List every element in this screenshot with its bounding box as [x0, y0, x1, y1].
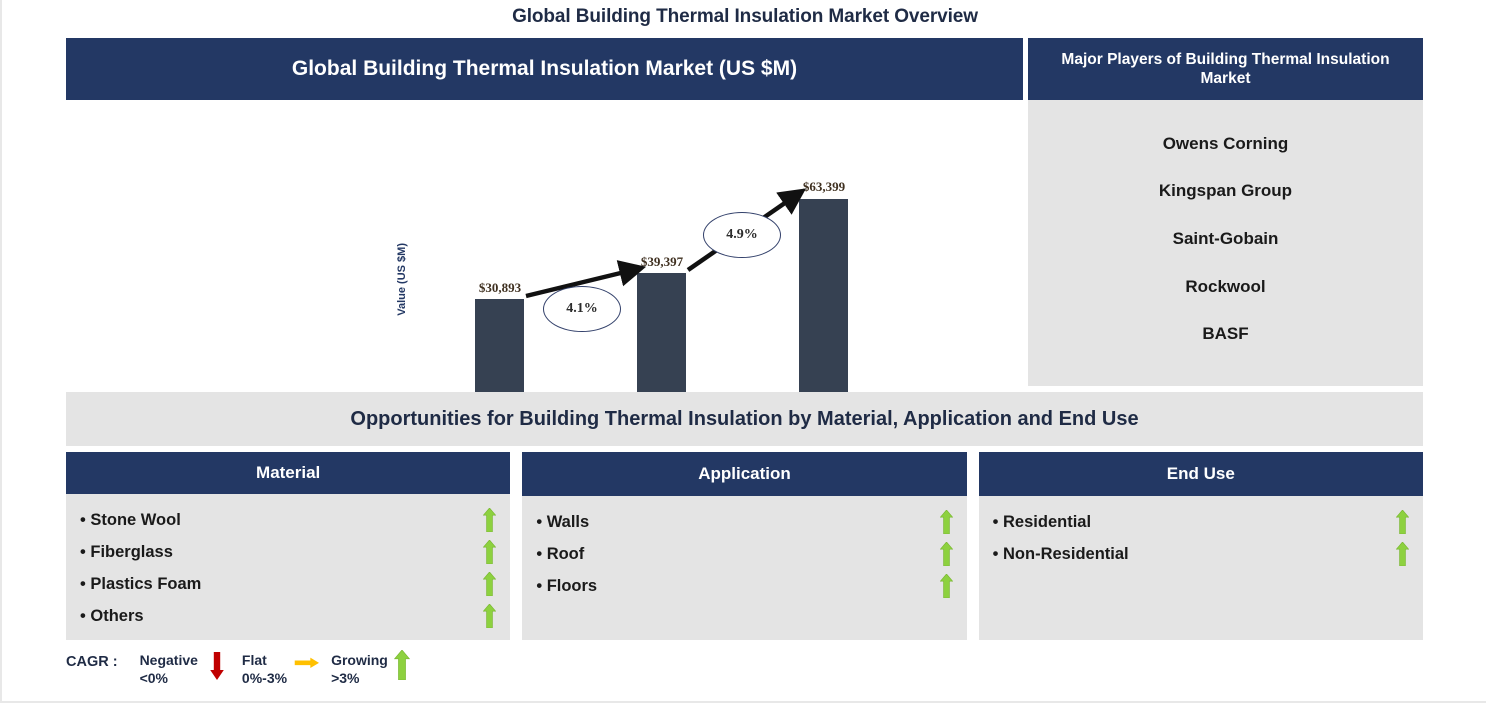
- list-item: • Roof: [536, 538, 953, 570]
- bar-chart-plot: $30,893 2019 $39,397 2025 $63,399 2035: [66, 100, 1023, 415]
- arrow-up-icon: [1395, 542, 1409, 566]
- arrow-up-icon: [939, 542, 953, 566]
- arrow-up-icon: [1395, 510, 1409, 534]
- legend-title: CAGR :: [66, 654, 118, 670]
- arrow-down-icon: [210, 652, 224, 680]
- opportunity-columns: Material • Stone Wool • Fiberglass • Pla…: [66, 452, 1423, 640]
- list-item-label: • Plastics Foam: [80, 574, 202, 593]
- list-item-label: • Walls: [536, 512, 590, 531]
- arrow-up-icon: [939, 510, 953, 534]
- legend-negative-text: Negative <0%: [140, 652, 198, 687]
- arrow-right-icon: [294, 657, 320, 669]
- arrow-up-icon: [483, 604, 497, 628]
- players-header-title: Major Players of Building Thermal Insula…: [1028, 38, 1423, 100]
- cagr-bubble-2025-2035: 4.9%: [703, 212, 781, 258]
- column-end-use: End Use • Residential • Non-Residential: [978, 452, 1423, 640]
- list-item-label: • Floors: [536, 576, 598, 595]
- list-item-label: • Roof: [536, 544, 585, 563]
- arrow-up-icon: [393, 650, 410, 680]
- chart-header-title: Global Building Thermal Insulation Marke…: [66, 38, 1023, 100]
- arrow-up-icon: [483, 508, 497, 532]
- list-item: • Walls: [536, 506, 953, 538]
- arrow-up-icon: [483, 572, 497, 596]
- legend-growing-text: Growing >3%: [331, 652, 388, 687]
- opportunities-banner: Opportunities for Building Thermal Insul…: [66, 392, 1423, 446]
- list-item: • Stone Wool: [80, 504, 497, 536]
- list-item: • Floors: [536, 570, 953, 602]
- list-item: • Fiberglass: [80, 536, 497, 568]
- column-body-application: • Walls • Roof • Floors: [522, 496, 966, 640]
- cagr-bubble-2019-2025: 4.1%: [543, 286, 621, 332]
- bar-value-2035: $63,399: [802, 179, 846, 194]
- column-body-end-use: • Residential • Non-Residential: [979, 496, 1423, 640]
- column-body-material: • Stone Wool • Fiberglass • Plastics Foa…: [66, 494, 510, 640]
- legend-growing-name: Growing: [331, 652, 388, 668]
- list-item-label: • Stone Wool: [80, 510, 181, 529]
- bar-2025: [637, 273, 686, 395]
- legend-item-growing: Growing >3%: [331, 650, 416, 687]
- list-item-label: • Others: [80, 606, 144, 625]
- chart-body: Value (US $M) $30,893 2019 $39,397 2025 …: [66, 100, 1023, 437]
- player-item: Rockwool: [1185, 276, 1266, 296]
- market-chart-card: Global Building Thermal Insulation Marke…: [66, 38, 1023, 437]
- bar-value-2019: $30,893: [478, 280, 522, 295]
- cagr-legend: CAGR : Negative <0% Flat 0%-3% Growing >…: [66, 650, 586, 696]
- legend-negative-name: Negative: [139, 652, 198, 668]
- list-item: • Non-Residential: [993, 538, 1409, 570]
- column-header-material: Material: [66, 452, 511, 494]
- legend-negative-range: <0%: [139, 669, 168, 686]
- list-item-label: • Residential: [992, 512, 1092, 531]
- legend-item-flat: Flat 0%-3%: [242, 650, 325, 687]
- list-item: • Residential: [993, 506, 1409, 538]
- bar-value-2025: $39,397: [640, 254, 684, 269]
- legend-flat-name: Flat: [241, 652, 267, 668]
- page-title: Global Building Thermal Insulation Marke…: [512, 6, 978, 27]
- major-players-card: Major Players of Building Thermal Insula…: [1028, 38, 1423, 386]
- arrow-up-icon: [939, 574, 953, 598]
- column-header-end-use: End Use: [978, 452, 1423, 496]
- column-header-application: Application: [522, 452, 967, 496]
- legend-flat-text: Flat 0%-3%: [242, 652, 287, 687]
- bar-2019: [475, 299, 524, 395]
- column-material: Material • Stone Wool • Fiberglass • Pla…: [66, 452, 511, 640]
- cagr-arrows: [525, 188, 807, 299]
- list-item-label: • Fiberglass: [80, 542, 173, 561]
- player-item: BASF: [1202, 324, 1249, 344]
- legend-flat-range: 0%-3%: [241, 669, 288, 686]
- legend-growing-range: >3%: [331, 669, 360, 686]
- list-item: • Others: [80, 600, 497, 632]
- player-item: Saint-Gobain: [1172, 228, 1279, 248]
- arrow-up-icon: [483, 540, 497, 564]
- bar-2035: [799, 199, 848, 395]
- players-list: Owens Corning Kingspan Group Saint-Gobai…: [1028, 100, 1423, 386]
- player-item: Owens Corning: [1162, 133, 1289, 153]
- legend-item-negative: Negative <0%: [140, 650, 236, 687]
- player-item: Kingspan Group: [1158, 181, 1293, 201]
- list-item-label: • Non-Residential: [992, 544, 1129, 563]
- column-application: Application • Walls • Roof • Floors: [522, 452, 967, 640]
- list-item: • Plastics Foam: [80, 568, 497, 600]
